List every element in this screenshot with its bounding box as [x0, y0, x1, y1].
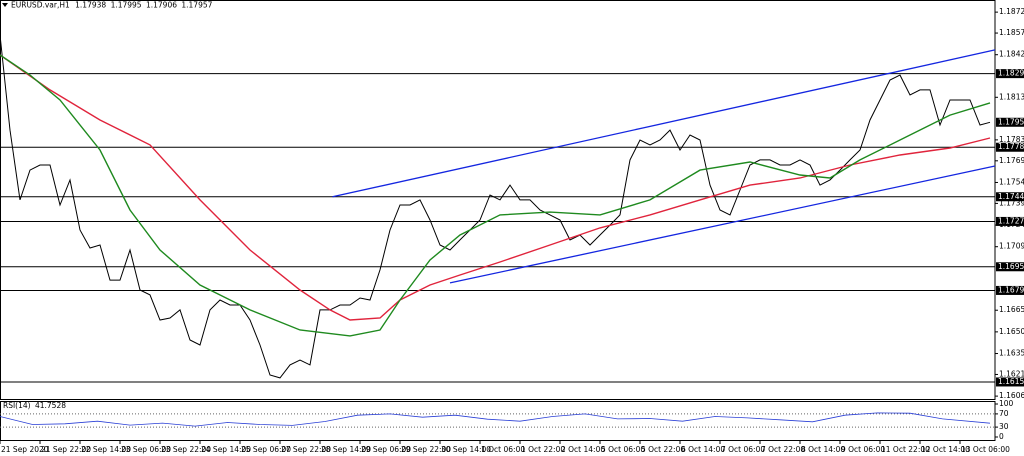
rsi-header: RSI(14) 41.7528: [3, 401, 66, 410]
x-tick-label: 28 Sep 14:00: [321, 445, 371, 454]
main-panel-frame: [0, 0, 996, 400]
level-label-box: [996, 262, 1024, 272]
x-tick-label: 9 Oct 06:00: [841, 445, 885, 454]
x-tick-label: 30 Sep 14:00: [441, 445, 491, 454]
x-tick-label: 1 Oct 06:00: [481, 445, 525, 454]
current-price-label: 1.17957: [998, 117, 1024, 126]
level-label: 1.17784: [998, 142, 1024, 151]
level-label-box: [996, 142, 1024, 152]
x-tick-label: 25 Sep 06:00: [241, 445, 291, 454]
level-label: 1.17270: [998, 216, 1024, 225]
x-tick-label: 5 Oct 22:00: [641, 445, 685, 454]
rsi-tick-label: 30: [999, 422, 1009, 431]
y-tick-label: 1.17095: [999, 242, 1024, 251]
y-tick-label: 1.18130: [999, 92, 1024, 101]
y-tick-label: 1.17690: [999, 156, 1024, 165]
level-label: 1.18294: [998, 69, 1024, 78]
x-tick-label: 12 Oct 14:00: [921, 445, 970, 454]
rsi-line: [0, 412, 991, 427]
level-label: 1.16792: [998, 285, 1024, 294]
y-tick-label: 1.18720: [999, 7, 1024, 16]
open-price: 1.17938: [75, 1, 106, 10]
x-tick-label: 1 Oct 22:00: [521, 445, 565, 454]
x-tick-label: 7 Oct 06:00: [721, 445, 765, 454]
x-tick-label: 21 Sep 2020: [1, 445, 49, 454]
rsi-name: RSI(14): [3, 401, 31, 410]
x-tick-label: 8 Oct 14:00: [801, 445, 845, 454]
y-tick-label: 1.17835: [999, 135, 1024, 144]
trend-line: [332, 49, 996, 198]
x-tick-label: 23 Sep 22:00: [161, 445, 211, 454]
x-tick-label: 27 Sep 22:00: [281, 445, 331, 454]
close-price: 1.17957: [181, 1, 212, 10]
rsi-tick-label: 70: [999, 409, 1009, 418]
current-price-box: [996, 117, 1024, 127]
level-label-box: [996, 192, 1024, 202]
rsi-value: 41.7528: [35, 401, 66, 410]
y-tick-label: 1.16060: [999, 391, 1024, 400]
level-label: 1.16158: [998, 377, 1024, 386]
y-tick-label: 1.16355: [999, 349, 1024, 358]
x-tick-label: 21 Sep 22:00: [41, 445, 91, 454]
symbol: EURUSD.var,H1: [11, 1, 70, 10]
x-tick-label: 2 Oct 14:00: [561, 445, 605, 454]
level-label-box: [996, 377, 1024, 387]
x-tick-label: 11 Oct 22:00: [881, 445, 930, 454]
y-tick-label: 1.17395: [999, 198, 1024, 207]
level-label-box: [996, 69, 1024, 79]
moving-average: [0, 54, 991, 337]
y-tick-label: 1.18575: [999, 28, 1024, 37]
y-tick-label: 1.18425: [999, 50, 1024, 59]
x-tick-label: 7 Oct 22:00: [761, 445, 805, 454]
x-tick-label: 13 Oct 06:00: [961, 445, 1010, 454]
level-label-box: [996, 216, 1024, 226]
y-tick-label: 1.16655: [999, 305, 1024, 314]
x-tick-label: 23 Sep 06:00: [121, 445, 171, 454]
rsi-tick-label: 100: [999, 399, 1014, 408]
x-tick-label: 29 Sep 22:00: [401, 445, 451, 454]
symbol-marker: [2, 3, 8, 7]
y-tick-label: 1.17540: [999, 177, 1024, 186]
rsi-tick-label: 0: [999, 432, 1004, 441]
y-tick-label: 1.16210: [999, 369, 1024, 378]
level-label-box: [996, 285, 1024, 295]
chart-header: EURUSD.var,H1 1.17938 1.17995 1.17906 1.…: [11, 1, 213, 10]
high-price: 1.17995: [111, 1, 142, 10]
low-price: 1.17906: [146, 1, 177, 10]
x-tick-label: 6 Oct 14:00: [681, 445, 725, 454]
price-line: [0, 34, 991, 379]
x-tick-label: 24 Sep 14:00: [201, 445, 251, 454]
x-tick-label: 5 Oct 06:00: [601, 445, 645, 454]
y-tick-label: 1.16505: [999, 327, 1024, 336]
rsi-panel-frame: [0, 401, 996, 441]
level-label: 1.16956: [998, 262, 1024, 271]
x-tick-label: 22 Sep 14:00: [81, 445, 131, 454]
trend-line: [449, 165, 996, 284]
x-tick-label: 29 Sep 06:00: [361, 445, 411, 454]
